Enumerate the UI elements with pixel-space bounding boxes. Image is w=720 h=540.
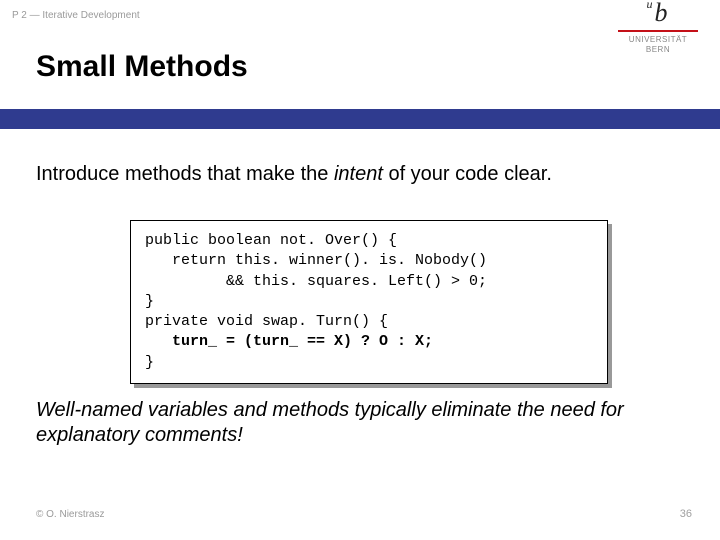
logo-text-1: UNIVERSITÄT [618, 35, 698, 45]
code-box-container: public boolean not. Over() { return this… [130, 220, 608, 384]
logo-rule [618, 30, 698, 32]
page-number: 36 [680, 508, 692, 520]
code-box: public boolean not. Over() { return this… [130, 220, 608, 384]
logo-letter: ub [618, 0, 698, 26]
intro-emph: intent [334, 163, 383, 185]
intro-post: of your code clear. [383, 163, 552, 185]
logo-sup: u [647, 0, 653, 11]
course-label: P 2 — Iterative Development [12, 10, 140, 21]
slide-title: Small Methods [36, 50, 248, 84]
intro-pre: Introduce methods that make the [36, 163, 334, 185]
university-logo: ub UNIVERSITÄT BERN [618, 0, 698, 54]
footer-remark: Well-named variables and methods typical… [36, 398, 670, 448]
title-underline-bar [0, 109, 720, 129]
logo-main-letter: b [655, 0, 668, 27]
intro-text: Introduce methods that make the intent o… [36, 162, 684, 187]
copyright: © O. Nierstrasz [36, 509, 105, 520]
slide: P 2 — Iterative Development ub UNIVERSIT… [0, 0, 720, 540]
logo-text-2: BERN [618, 45, 698, 55]
